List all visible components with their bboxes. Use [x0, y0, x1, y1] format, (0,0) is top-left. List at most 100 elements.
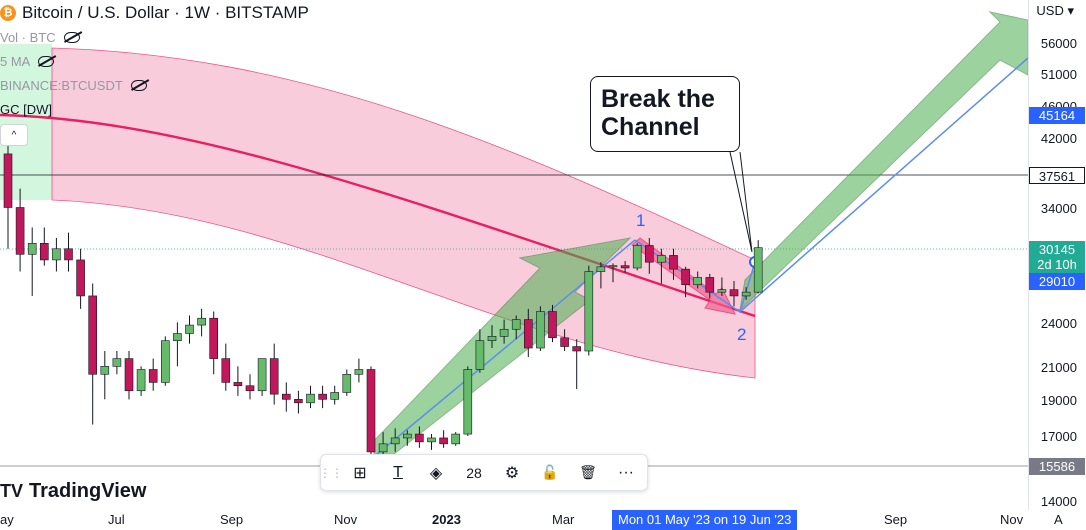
candle-body: [64, 248, 73, 261]
settings-icon[interactable]: ⚙: [504, 464, 520, 482]
candle-body: [27, 243, 37, 255]
bar-countdown: 2d 10h: [1029, 256, 1085, 273]
price-tick: 51000: [1040, 67, 1077, 82]
candles-group: [3, 137, 763, 465]
indicator-ma[interactable]: 5 MA: [0, 54, 55, 69]
candle-body: [415, 433, 424, 443]
candle-body: [354, 369, 364, 375]
text-tool-icon[interactable]: T: [393, 463, 403, 481]
price-tick: 34000: [1040, 201, 1077, 216]
candle-body: [245, 385, 255, 392]
price-label-45164: 45164: [1029, 107, 1085, 124]
hidden-eye-icon[interactable]: [63, 32, 80, 43]
currency-selector[interactable]: USD ▾: [1036, 3, 1074, 18]
candle-body: [148, 369, 158, 383]
candle-body: [439, 437, 448, 445]
candle-body: [523, 319, 533, 349]
bitcoin-icon: ₿: [0, 5, 16, 21]
candle-body: [584, 271, 594, 352]
more-icon[interactable]: ···: [618, 463, 634, 481]
candle-body: [39, 243, 49, 261]
candle-body: [52, 248, 61, 261]
candle-body: [233, 382, 243, 387]
time-tick: 2023: [432, 512, 461, 527]
auto-scale-button[interactable]: A: [1054, 512, 1063, 527]
candle-body: [330, 392, 340, 400]
candle-body: [608, 265, 618, 268]
time-tick: ay: [0, 512, 14, 527]
callout-break-channel[interactable]: Break the Channel: [590, 76, 740, 152]
candle-body: [548, 311, 557, 339]
candle-body: [475, 340, 485, 370]
candle-body: [378, 443, 388, 453]
point-label-2: 2: [737, 325, 747, 344]
candle-body: [76, 259, 85, 297]
green-arrow-up-2[interactable]: [739, 11, 1029, 312]
layout-icon[interactable]: ⊞: [353, 464, 367, 482]
candle-body: [257, 358, 267, 392]
candle-body: [536, 311, 545, 349]
candle-body: [161, 340, 170, 383]
candle-body: [487, 336, 497, 341]
candle-body: [124, 358, 134, 392]
symbol-header[interactable]: ₿ Bitcoin / U.S. Dollar · 1W · BITSTAMP: [0, 3, 309, 23]
candle-body: [269, 358, 279, 395]
candle-body: [657, 255, 666, 263]
candle-body: [100, 366, 110, 375]
candle-body: [693, 277, 703, 286]
trash-icon[interactable]: 🗑: [579, 464, 597, 480]
indicator-gc[interactable]: GC [DW]: [0, 102, 52, 117]
candle-body: [342, 373, 352, 393]
indicator-volume[interactable]: Vol · BTC: [0, 30, 80, 45]
font-size-button[interactable]: 28: [466, 464, 482, 481]
time-tick: Nov: [334, 512, 358, 527]
hidden-eye-icon[interactable]: [130, 80, 147, 91]
time-tick: Nov: [1000, 512, 1024, 527]
time-tick: Jul: [108, 512, 125, 527]
time-tick: Sep: [884, 512, 908, 527]
candle-body: [185, 324, 194, 334]
candle-body: [221, 358, 231, 383]
candle-body: [318, 393, 327, 400]
candle-body: [15, 207, 25, 255]
channel-mid-line: [0, 113, 756, 318]
candle-body: [390, 437, 400, 445]
candle-body: [294, 399, 303, 404]
price-tick: 19000: [1040, 393, 1077, 408]
point-label-1: 1: [636, 211, 646, 230]
price-label-37561: 37561: [1029, 167, 1085, 184]
trend-line-2[interactable]: [741, 57, 1029, 311]
indicator-compare[interactable]: BINANCE:BTCUSDT: [0, 78, 147, 93]
candle-body: [427, 437, 436, 443]
candle-body: [596, 266, 606, 272]
candle-body: [741, 291, 751, 297]
indicator-label: 5 MA: [0, 54, 31, 69]
price-label-current: 30145: [1029, 241, 1085, 258]
price-tick: 24000: [1040, 316, 1077, 331]
price-tick: 14000: [1040, 494, 1077, 509]
fill-color-icon[interactable]: ◈: [429, 464, 443, 482]
indicator-label: Vol · BTC: [0, 30, 56, 45]
drawing-toolbar[interactable]: ⋮⋮ ⊞ T ◈ 28 ⚙ 🔓 🗑 ···: [319, 454, 648, 491]
lock-icon[interactable]: 🔓: [541, 464, 559, 480]
price-tick: 42000: [1040, 131, 1077, 146]
price-tick: 21000: [1040, 360, 1077, 375]
callout-pointer: [729, 151, 753, 253]
drag-handle-icon[interactable]: ⋮⋮: [319, 465, 343, 480]
callout-line-2: Channel: [601, 113, 700, 141]
candle-body: [136, 369, 146, 392]
candle-body: [511, 319, 521, 330]
symbol-title: Bitcoin / U.S. Dollar · 1W · BITSTAMP: [22, 3, 309, 22]
candle-body: [620, 265, 630, 269]
candle-body: [705, 277, 715, 293]
price-axis[interactable]: USD ▾ 56000 51000 46000 42000 38000 3400…: [1028, 0, 1086, 510]
time-axis[interactable]: ay Jul Sep Nov 2023 Mar Sep Nov Mon 01 M…: [0, 510, 1063, 530]
candle-body: [681, 268, 690, 286]
time-range-highlight: Mon 01 May '23 on 19 Jun '23: [612, 510, 798, 530]
tradingview-logo[interactable]: TV TradingView: [0, 480, 146, 503]
hidden-eye-icon[interactable]: [38, 56, 55, 67]
candle-body: [451, 433, 461, 445]
collapse-legend-button[interactable]: ^: [0, 124, 28, 146]
time-tick: Sep: [220, 512, 244, 527]
